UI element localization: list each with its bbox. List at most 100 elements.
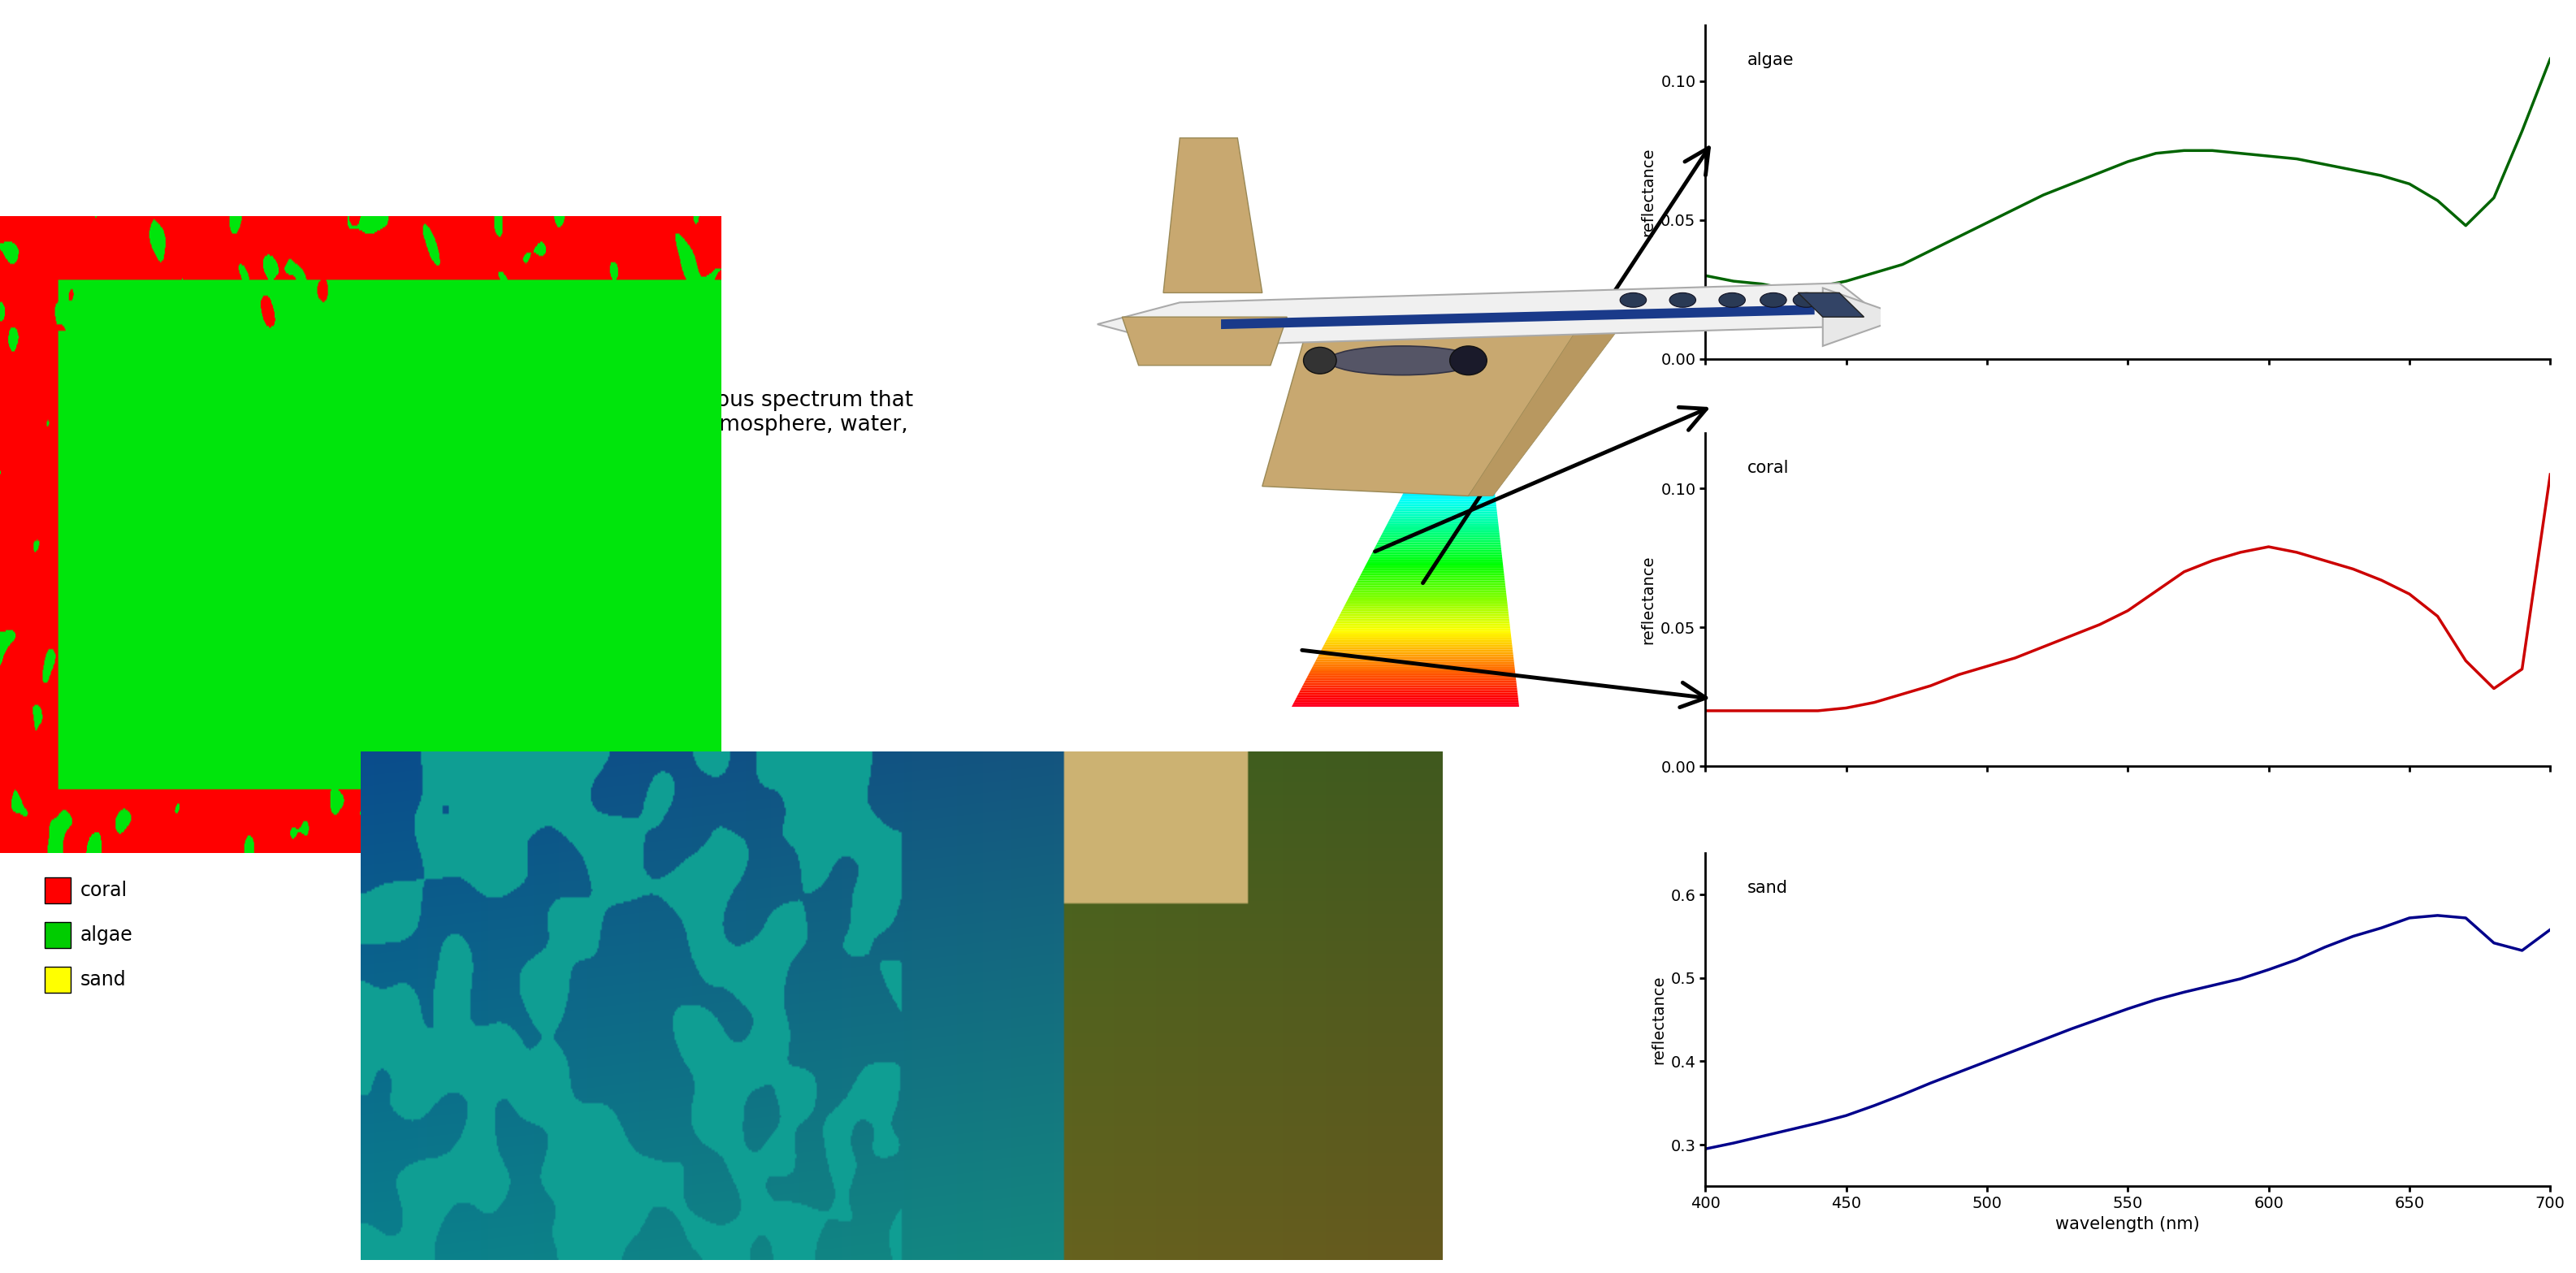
Polygon shape — [1358, 580, 1504, 583]
Polygon shape — [1368, 556, 1502, 559]
Ellipse shape — [1669, 293, 1695, 307]
Polygon shape — [1383, 531, 1499, 533]
Polygon shape — [1378, 540, 1499, 542]
Polygon shape — [1448, 404, 1484, 406]
Polygon shape — [1422, 457, 1492, 460]
Polygon shape — [1404, 490, 1494, 493]
Polygon shape — [1432, 438, 1489, 440]
Polygon shape — [1314, 662, 1515, 665]
Polygon shape — [1455, 390, 1484, 392]
Polygon shape — [1443, 416, 1486, 419]
Polygon shape — [1342, 608, 1510, 611]
Polygon shape — [1309, 671, 1515, 673]
Text: coral: coral — [1747, 460, 1790, 476]
Y-axis label: reflectance: reflectance — [1651, 975, 1667, 1064]
Polygon shape — [1399, 499, 1497, 502]
Polygon shape — [1324, 643, 1512, 645]
Polygon shape — [1363, 569, 1504, 572]
Polygon shape — [1419, 461, 1492, 463]
Polygon shape — [1417, 466, 1492, 468]
Polygon shape — [1437, 423, 1486, 425]
Y-axis label: reflectance: reflectance — [1641, 148, 1656, 237]
Polygon shape — [1221, 306, 1814, 328]
Polygon shape — [1440, 419, 1486, 421]
Polygon shape — [1466, 370, 1481, 373]
Polygon shape — [1473, 356, 1479, 359]
Polygon shape — [1347, 600, 1507, 602]
Polygon shape — [1311, 666, 1515, 668]
Polygon shape — [1414, 468, 1492, 471]
Polygon shape — [1360, 573, 1504, 575]
Polygon shape — [1262, 331, 1592, 496]
Polygon shape — [1463, 378, 1481, 381]
Polygon shape — [1471, 362, 1481, 364]
Polygon shape — [1337, 616, 1510, 619]
Polygon shape — [1350, 592, 1507, 594]
Polygon shape — [1381, 535, 1499, 537]
Polygon shape — [1358, 578, 1504, 580]
Ellipse shape — [1620, 293, 1646, 307]
Polygon shape — [1427, 444, 1489, 447]
Polygon shape — [1471, 364, 1481, 367]
Polygon shape — [1342, 607, 1507, 608]
Polygon shape — [1293, 701, 1520, 704]
Polygon shape — [1419, 460, 1492, 461]
Polygon shape — [1445, 411, 1486, 414]
Polygon shape — [1461, 381, 1481, 383]
Text: algae: algae — [1747, 52, 1795, 69]
Polygon shape — [1463, 376, 1481, 378]
Polygon shape — [1388, 518, 1499, 521]
Polygon shape — [1303, 681, 1517, 682]
Polygon shape — [1329, 633, 1512, 635]
Polygon shape — [1345, 605, 1507, 607]
Polygon shape — [1427, 447, 1489, 449]
Polygon shape — [1406, 482, 1494, 485]
Polygon shape — [1316, 659, 1515, 662]
Polygon shape — [1340, 611, 1510, 614]
Polygon shape — [1414, 471, 1492, 474]
Polygon shape — [1824, 288, 1906, 346]
Polygon shape — [1455, 392, 1484, 395]
Polygon shape — [1432, 435, 1489, 438]
Polygon shape — [1798, 293, 1865, 317]
Polygon shape — [1370, 552, 1502, 554]
Polygon shape — [1321, 649, 1512, 652]
Polygon shape — [1391, 516, 1497, 518]
Polygon shape — [1440, 421, 1486, 423]
Polygon shape — [1340, 614, 1510, 616]
Polygon shape — [1468, 331, 1618, 496]
Polygon shape — [1329, 630, 1510, 633]
Ellipse shape — [1793, 293, 1819, 307]
Text: Each pixel has a continuous spectrum that
is used to analyze the atmosphere, wat: Each pixel has a continuous spectrum tha… — [456, 390, 914, 460]
Polygon shape — [1425, 449, 1489, 452]
Polygon shape — [1396, 504, 1497, 507]
Polygon shape — [1360, 575, 1504, 578]
Polygon shape — [1412, 476, 1494, 477]
Polygon shape — [1319, 652, 1512, 654]
Polygon shape — [1376, 542, 1502, 545]
Polygon shape — [1368, 559, 1502, 561]
Polygon shape — [1327, 635, 1512, 638]
Polygon shape — [1309, 673, 1515, 676]
Polygon shape — [1430, 440, 1489, 442]
Polygon shape — [1437, 425, 1486, 428]
Polygon shape — [1383, 528, 1499, 531]
Polygon shape — [1306, 679, 1517, 681]
Polygon shape — [1298, 693, 1517, 695]
Polygon shape — [1386, 523, 1499, 526]
Bar — [44, 877, 70, 904]
Polygon shape — [1352, 589, 1507, 592]
Polygon shape — [1450, 400, 1484, 402]
Polygon shape — [1401, 493, 1494, 495]
Polygon shape — [1391, 514, 1497, 516]
Polygon shape — [1443, 414, 1486, 416]
Polygon shape — [1373, 550, 1502, 552]
Polygon shape — [1097, 283, 1865, 346]
Polygon shape — [1303, 682, 1517, 685]
Polygon shape — [1301, 685, 1517, 687]
Polygon shape — [1394, 509, 1497, 512]
Polygon shape — [1321, 647, 1512, 649]
Ellipse shape — [1329, 346, 1476, 376]
Polygon shape — [1345, 602, 1507, 605]
Polygon shape — [1378, 537, 1499, 540]
